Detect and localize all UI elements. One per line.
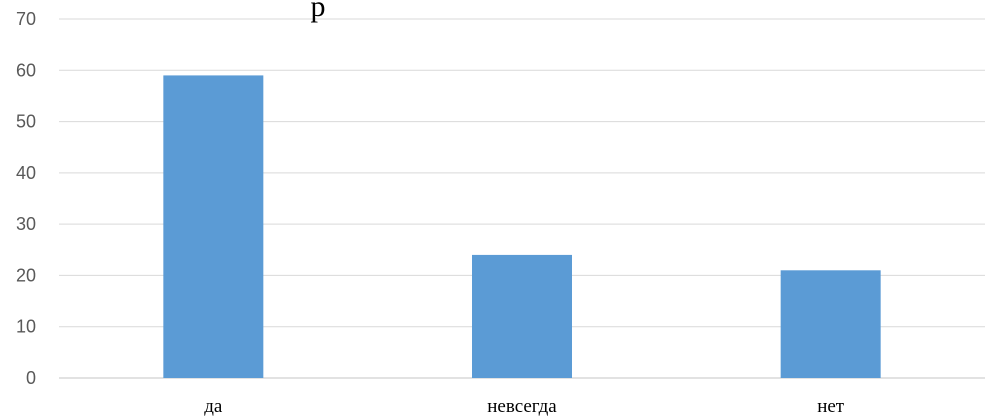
y-tick-label: 0 [26,368,36,388]
y-tick-label: 30 [16,214,36,234]
bar-1 [163,75,264,379]
y-tick-label: 60 [16,60,36,80]
y-tick-label: 50 [16,112,36,132]
y-tick-label: 40 [16,163,36,183]
x-category-label: невсегда [487,396,557,417]
bar-2 [472,254,572,378]
x-category-label: нет [817,396,845,417]
x-category-label: да [204,396,223,417]
y-tick-label: 10 [16,317,36,337]
y-tick-label: 70 [16,9,36,29]
chart-title: р [311,0,326,23]
bar-3 [780,270,881,378]
y-tick-label: 20 [16,265,36,285]
bars [163,75,881,379]
y-axis-ticks: 0 10 20 30 40 50 60 70 [16,9,36,388]
x-axis-labels: да невсегда нет [204,396,845,417]
